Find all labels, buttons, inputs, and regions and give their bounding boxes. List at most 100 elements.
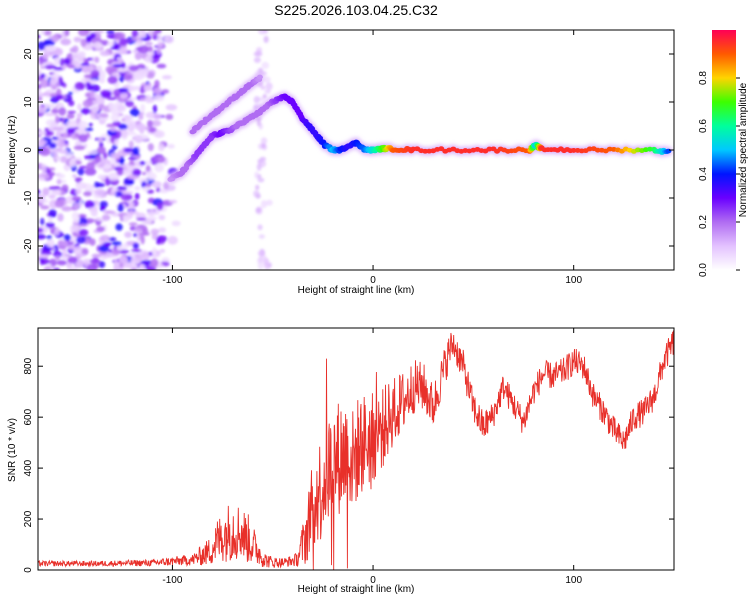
noise-speckle: [167, 236, 178, 245]
noise-speckle: [134, 135, 142, 144]
noise-speckle: [264, 36, 269, 43]
noise-speckle: [43, 53, 49, 60]
noise-speckle: [157, 203, 164, 211]
noise-speckle: [79, 229, 88, 236]
noise-speckle: [63, 58, 70, 65]
noise-speckle: [48, 104, 55, 108]
y-tick-label: 20: [23, 48, 34, 60]
noise-speckle: [261, 62, 269, 69]
noise-speckle: [56, 95, 64, 100]
noise-speckle: [254, 172, 259, 179]
noise-speckle: [135, 193, 140, 200]
noise-speckle: [97, 146, 106, 154]
noise-speckle: [69, 159, 76, 167]
noise-speckle: [72, 196, 82, 201]
noise-speckle: [72, 212, 80, 221]
noise-speckle: [116, 131, 122, 138]
noise-speckle: [157, 48, 161, 55]
noise-speckle: [73, 202, 79, 208]
noise-speckle: [157, 64, 167, 69]
x-tick-label: -100: [162, 275, 182, 286]
noise-speckle: [148, 209, 155, 216]
noise-speckle: [96, 226, 105, 232]
noise-speckle: [162, 75, 172, 79]
noise-speckle: [81, 78, 91, 81]
noise-speckle: [145, 95, 152, 104]
noise-speckle: [105, 66, 116, 74]
noise-speckle: [140, 104, 145, 113]
noise-speckle: [57, 179, 62, 185]
noise-speckle: [100, 207, 106, 211]
noise-speckle: [48, 217, 52, 223]
noise-speckle: [84, 260, 89, 267]
noise-speckle: [41, 27, 46, 34]
track-cell: [257, 75, 263, 80]
noise-speckle: [48, 172, 55, 176]
noise-speckle: [135, 52, 142, 60]
noise-speckle: [122, 215, 130, 223]
noise-speckle: [48, 209, 56, 217]
noise-speckle: [55, 186, 61, 189]
noise-speckle: [132, 30, 139, 37]
noise-speckle: [261, 137, 267, 144]
noise-speckle: [129, 210, 133, 215]
noise-speckle: [89, 238, 95, 246]
noise-speckle: [51, 109, 59, 113]
noise-speckle: [138, 232, 150, 235]
noise-speckle: [129, 140, 134, 148]
noise-speckle: [129, 65, 139, 71]
noise-speckle: [53, 127, 64, 130]
noise-speckle: [166, 104, 178, 110]
noise-speckle: [87, 151, 99, 155]
noise-speckle: [142, 172, 146, 176]
noise-speckle: [111, 249, 119, 255]
noise-speckle: [123, 243, 129, 250]
noise-speckle: [91, 209, 98, 217]
noise-speckle: [91, 104, 99, 113]
noise-speckle: [108, 103, 116, 111]
noise-speckle: [57, 260, 67, 265]
noise-speckle: [68, 92, 73, 95]
y-tick-label: 0: [23, 567, 34, 573]
noise-speckle: [95, 57, 100, 63]
noise-speckle: [75, 182, 87, 189]
noise-speckle: [80, 108, 90, 115]
noise-speckle: [93, 30, 105, 33]
noise-speckle: [112, 241, 122, 246]
noise-speckle: [46, 239, 54, 248]
noise-speckle: [153, 114, 161, 120]
noise-speckle: [134, 186, 140, 191]
noise-speckle: [254, 57, 261, 63]
noise-speckle: [136, 123, 146, 131]
noise-speckle: [160, 249, 166, 253]
noise-speckle: [154, 163, 164, 172]
noise-speckle: [55, 115, 59, 123]
noise-speckle: [257, 178, 264, 183]
noise-speckle: [90, 112, 100, 119]
noise-speckle: [61, 184, 68, 192]
noise-speckle: [42, 92, 51, 95]
noise-speckle: [67, 113, 75, 119]
noise-speckle: [117, 57, 121, 61]
noise-speckle: [167, 144, 175, 149]
noise-speckle: [139, 264, 145, 273]
noise-speckle: [141, 236, 145, 245]
noise-speckle: [62, 83, 66, 88]
noise-speckle: [92, 254, 102, 258]
noise-speckle: [54, 231, 60, 236]
noise-speckle: [110, 153, 120, 159]
noise-speckle: [264, 76, 271, 82]
noise-speckle: [60, 38, 71, 45]
noise-speckle: [140, 86, 144, 94]
colorbar-tick-label: 0.8: [698, 71, 709, 85]
noise-speckle: [102, 214, 110, 221]
noise-speckle: [254, 96, 260, 104]
colorbar-label: Normalized spectral amplitude: [738, 82, 749, 217]
noise-speckle: [40, 205, 49, 209]
noise-speckle: [66, 127, 75, 134]
noise-speckle: [166, 114, 174, 120]
noise-speckle: [39, 59, 43, 65]
noise-speckle: [55, 199, 64, 207]
noise-speckle: [145, 42, 153, 46]
